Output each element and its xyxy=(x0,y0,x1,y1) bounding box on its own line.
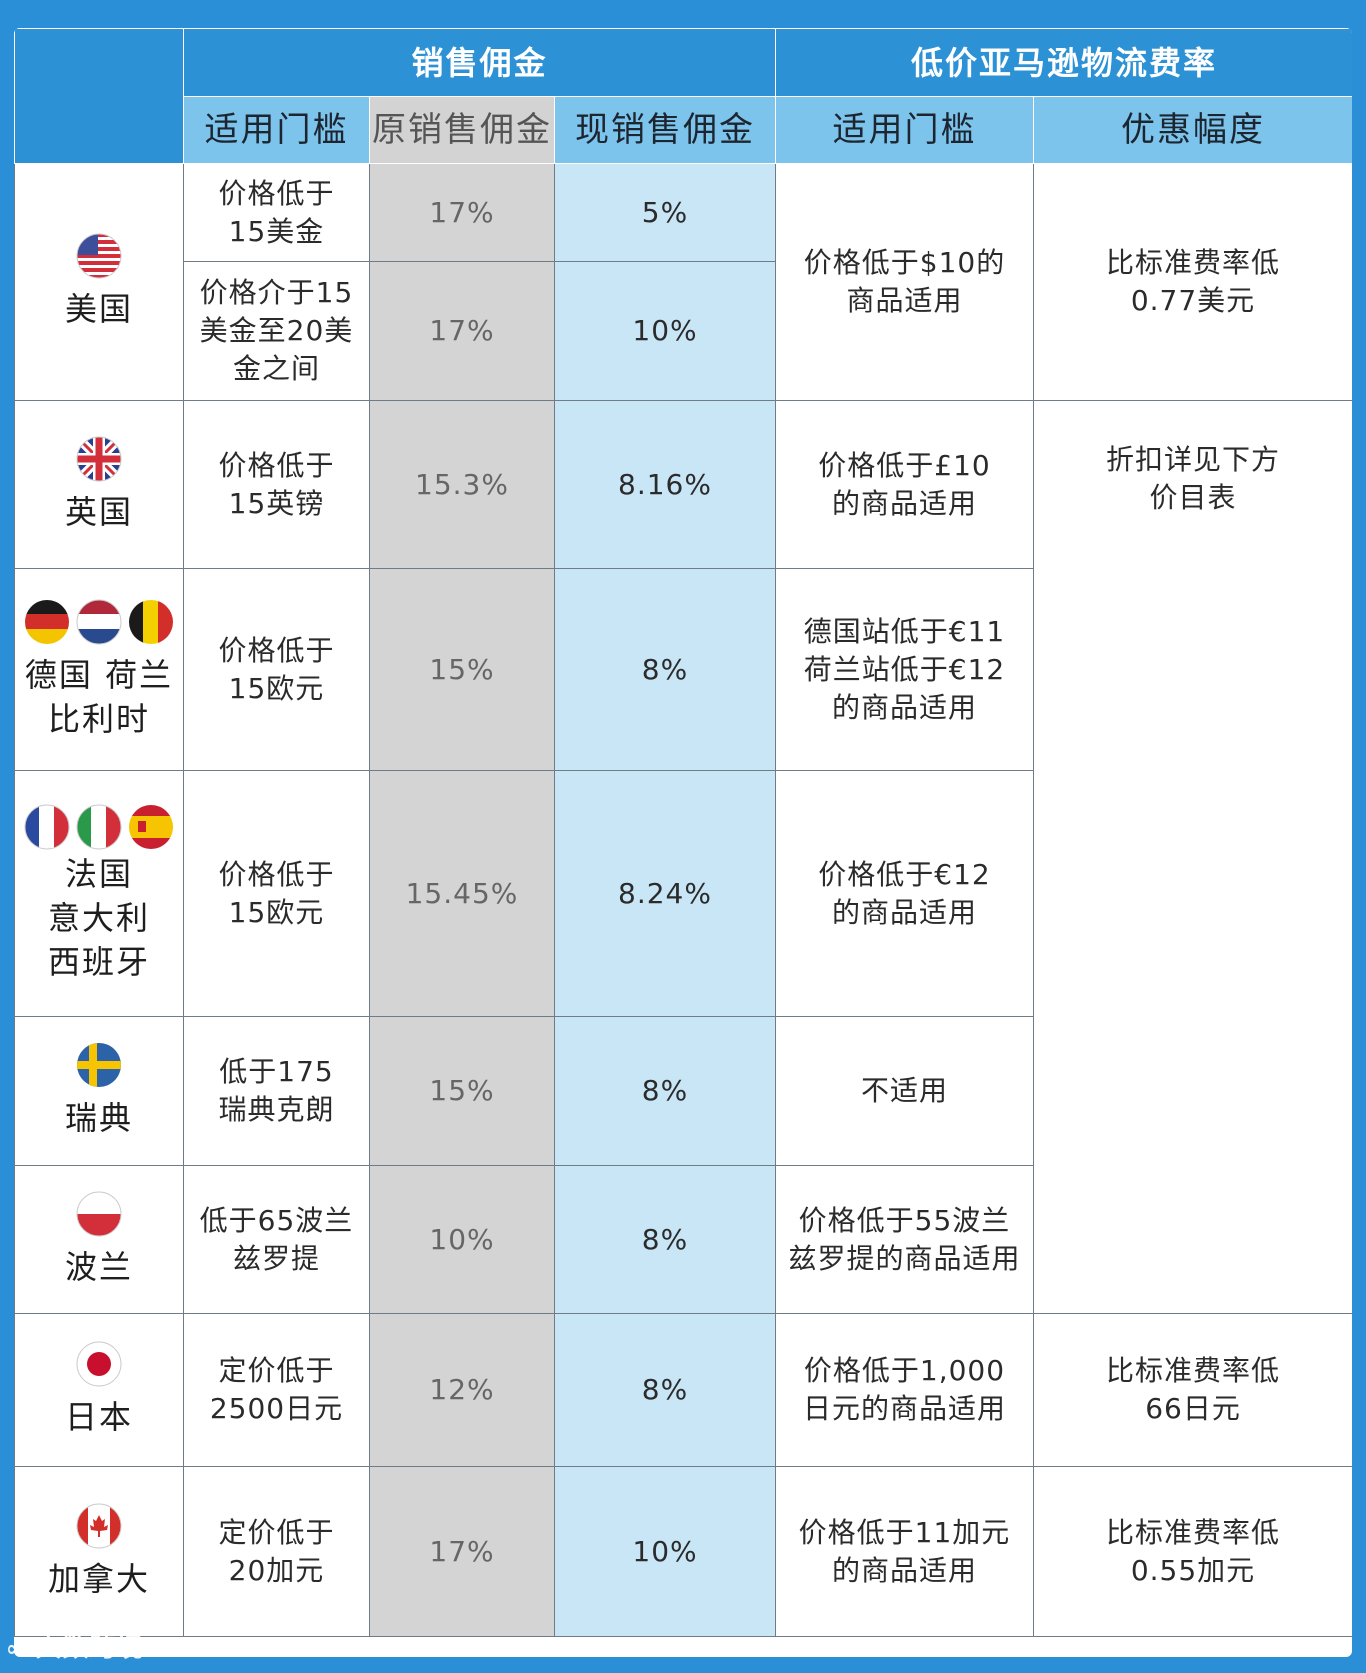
de-threshold: 价格低于 15欧元 xyxy=(183,568,370,771)
uk-threshold: 价格低于 15英镑 xyxy=(183,400,370,569)
ca-discount: 比标准费率低 0.55加元 xyxy=(1032,1466,1352,1637)
se-threshold: 低于175 瑞典克朗 xyxy=(183,1016,370,1166)
se-new: 8% xyxy=(554,1016,776,1166)
jp-discount: 比标准费率低 66日元 xyxy=(1032,1313,1352,1467)
jp-orig: 12% xyxy=(369,1313,555,1467)
se-flag-icon xyxy=(76,1042,122,1088)
country-cell-ca: 加拿大 xyxy=(14,1466,184,1637)
country-name-pl: 波兰 xyxy=(64,1247,133,1286)
header-discount: 优惠幅度 xyxy=(1032,96,1352,164)
watermark-text: 大数跨境 xyxy=(35,1633,144,1663)
ca-fba-threshold: 价格低于11加元 的商品适用 xyxy=(775,1466,1034,1637)
country-name-jp: 日本 xyxy=(64,1398,133,1436)
country-cell-uk: 英国 xyxy=(14,400,184,569)
uk-new: 8.16% xyxy=(554,400,776,569)
us-fba-threshold: 价格低于$10的 商品适用 xyxy=(775,163,1034,401)
header-fba: 低价亚马逊物流费率 xyxy=(774,28,1352,97)
country-name-us: 美国 xyxy=(64,290,133,328)
jp-new: 8% xyxy=(554,1313,776,1467)
fr-new: 8.24% xyxy=(554,770,776,1017)
fr-fba-threshold: 价格低于€12 的商品适用 xyxy=(775,770,1034,1017)
se-fba-threshold: 不适用 xyxy=(775,1016,1034,1166)
watermark-logo-icon: ∞ xyxy=(6,1637,26,1662)
country-name-de: 德国 荷兰 比利时 xyxy=(24,655,174,738)
uk-flag-icon xyxy=(76,436,122,482)
country-cell-se: 瑞典 xyxy=(14,1016,184,1166)
de-new: 8% xyxy=(554,568,776,771)
uk-fba-threshold: 价格低于£10 的商品适用 xyxy=(775,400,1034,569)
header-orig-commission: 原销售佣金 xyxy=(369,96,555,164)
pl-orig: 10% xyxy=(369,1165,555,1314)
us-flag-icon xyxy=(76,233,122,279)
eu-discount: 折扣详见下方 价目表 xyxy=(1032,400,1352,1314)
country-name-ca: 加拿大 xyxy=(47,1559,150,1598)
country-name-se: 瑞典 xyxy=(64,1099,133,1137)
country-name-fr: 法国 意大利 西班牙 xyxy=(47,854,150,981)
jp-threshold: 定价低于 2500日元 xyxy=(183,1313,370,1467)
country-name-uk: 英国 xyxy=(64,492,133,531)
nl-flag-icon xyxy=(76,599,122,645)
de-flag-icon xyxy=(24,599,70,645)
us-orig-1: 17% xyxy=(369,163,555,262)
fr-flag-icon xyxy=(24,804,70,850)
uk-orig: 15.3% xyxy=(369,400,555,569)
country-cell-us: 美国 xyxy=(14,163,184,401)
jp-fba-threshold: 价格低于1,000 日元的商品适用 xyxy=(775,1313,1034,1467)
es-flag-icon xyxy=(128,804,174,850)
country-cell-jp: 日本 xyxy=(14,1313,184,1467)
country-cell-pl: 波兰 xyxy=(14,1165,184,1314)
se-orig: 15% xyxy=(369,1016,555,1166)
us-threshold-1: 价格低于 15美金 xyxy=(183,163,370,262)
ca-threshold: 定价低于 20加元 xyxy=(183,1466,370,1637)
de-fba-threshold: 德国站低于€11 荷兰站低于€12 的商品适用 xyxy=(775,568,1034,771)
ca-orig: 17% xyxy=(369,1466,555,1637)
fr-orig: 15.45% xyxy=(369,770,555,1017)
jp-flag-icon xyxy=(76,1341,122,1387)
commission-table: 销售佣金 低价亚马逊物流费率 适用门槛 原销售佣金 现销售佣金 适用门槛 优惠幅… xyxy=(14,28,1352,1637)
watermark: ∞ 大数跨境 xyxy=(0,1630,200,1666)
us-new-2: 10% xyxy=(554,261,776,401)
header-corner xyxy=(14,28,184,164)
us-threshold-2: 价格介于15 美金至20美 金之间 xyxy=(183,261,370,401)
us-orig-2: 17% xyxy=(369,261,555,401)
header-commission: 销售佣金 xyxy=(183,28,776,97)
pl-threshold: 低于65波兰 兹罗提 xyxy=(183,1165,370,1314)
header-threshold: 适用门槛 xyxy=(183,96,370,164)
de-orig: 15% xyxy=(369,568,555,771)
pl-flag-icon xyxy=(76,1191,122,1237)
fr-threshold: 价格低于 15欧元 xyxy=(183,770,370,1017)
ca-flag-icon xyxy=(76,1503,122,1549)
us-discount: 比标准费率低 0.77美元 xyxy=(1032,163,1352,401)
commission-table-frame: 销售佣金 低价亚马逊物流费率 适用门槛 原销售佣金 现销售佣金 适用门槛 优惠幅… xyxy=(14,28,1352,1657)
ca-new: 10% xyxy=(554,1466,776,1637)
us-new-1: 5% xyxy=(554,163,776,262)
header-fba-threshold: 适用门槛 xyxy=(775,96,1034,164)
country-cell-fr: 法国 意大利 西班牙 xyxy=(14,770,184,1017)
pl-fba-threshold: 价格低于55波兰 兹罗提的商品适用 xyxy=(775,1165,1034,1314)
country-cell-de: 德国 荷兰 比利时 xyxy=(14,568,184,771)
pl-new: 8% xyxy=(554,1165,776,1314)
it-flag-icon xyxy=(76,804,122,850)
header-new-commission: 现销售佣金 xyxy=(554,96,776,164)
be-flag-icon xyxy=(128,599,174,645)
